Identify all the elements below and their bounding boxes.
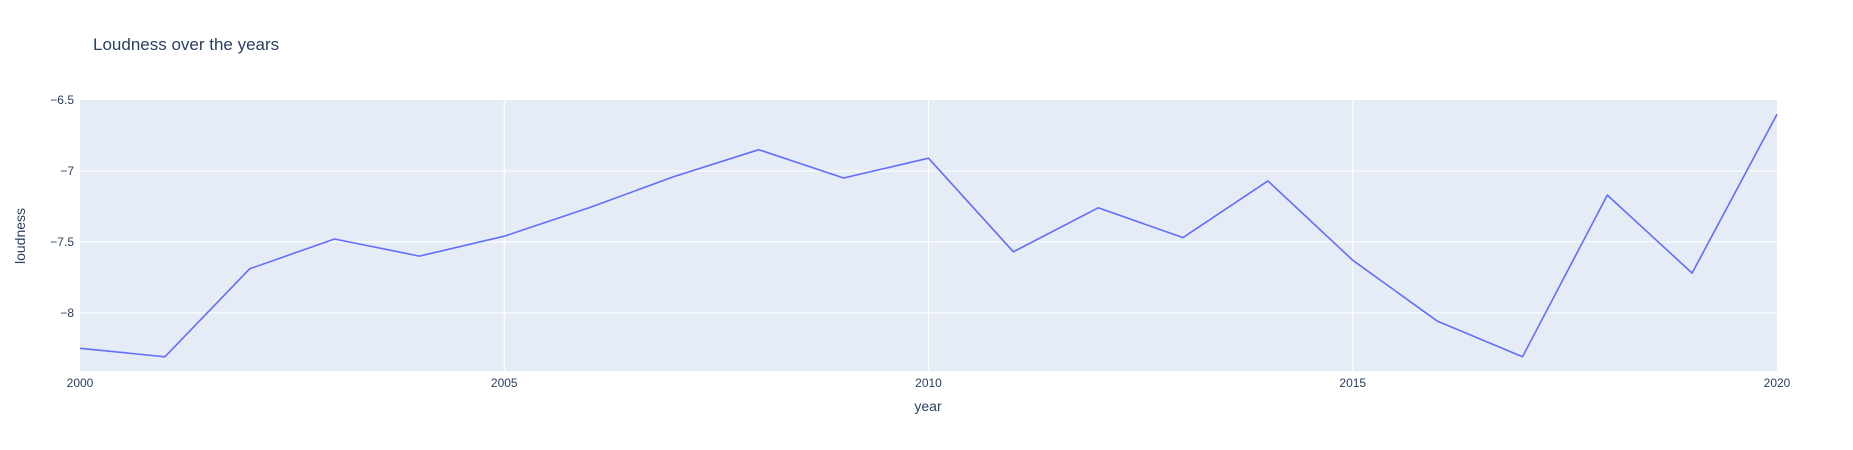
x-tick-label: 2000 [67, 376, 94, 390]
y-tick-label: −8 [60, 306, 74, 320]
x-tick-label: 2015 [1339, 376, 1366, 390]
y-tick-label: −6.5 [50, 93, 74, 107]
x-axis-title: year [914, 398, 942, 414]
data-series [79, 113, 1778, 358]
chart-title: Loudness over the years [93, 35, 279, 54]
y-tick-label: −7.5 [50, 235, 74, 249]
y-axis-title: loudness [12, 208, 28, 264]
x-tick-label: 2010 [915, 376, 942, 390]
y-tick-label: −7 [60, 164, 74, 178]
x-tick-label: 2005 [491, 376, 518, 390]
series-line [79, 113, 1778, 358]
x-tick-label: 2020 [1764, 376, 1791, 390]
gridlines [80, 100, 1777, 371]
tick-labels: −6.5 −7 −7.5 −8 2000 2005 2010 2015 2020 [50, 93, 1790, 390]
